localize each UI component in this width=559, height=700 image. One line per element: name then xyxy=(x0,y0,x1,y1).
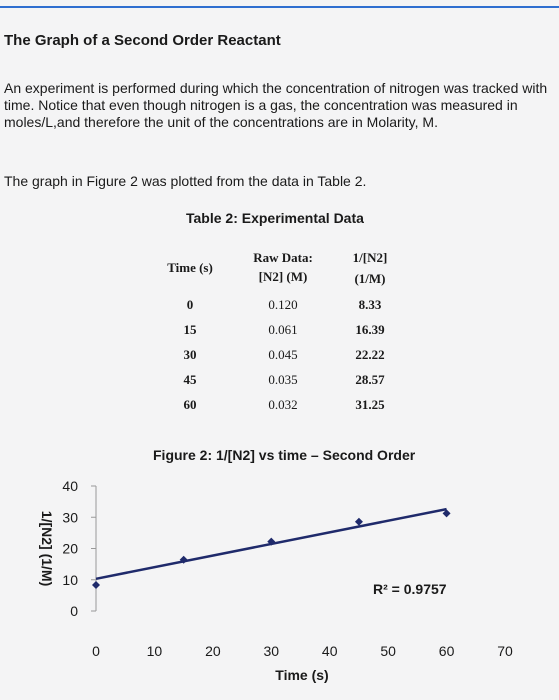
y-tick-label: 0 xyxy=(70,603,78,619)
table-cell-time: 60 xyxy=(183,397,197,412)
table-caption: Table 2: Experimental Data xyxy=(186,210,364,226)
header-raw-line2: [N2] (M) xyxy=(258,269,308,284)
figure-reference-paragraph: The graph in Figure 2 was plotted from t… xyxy=(4,173,367,189)
table-cell-raw: 0.120 xyxy=(268,297,298,312)
table-cell-inverse: 28.57 xyxy=(355,372,385,387)
x-tick-label: 70 xyxy=(497,643,513,659)
header-raw-line1: Raw Data: xyxy=(253,250,313,265)
x-tick-label: 30 xyxy=(263,643,279,659)
header-inv-line1: 1/[N2] xyxy=(352,250,388,265)
data-point xyxy=(92,580,100,589)
experimental-data-table: Time (s) Raw Data: [N2] (M) 1/[N2] (1/M)… xyxy=(167,250,388,412)
table-cell-time: 30 xyxy=(183,347,197,362)
y-tick-label: 20 xyxy=(62,541,78,557)
table-cell-raw: 0.045 xyxy=(268,347,298,362)
y-tick-label: 40 xyxy=(62,478,78,494)
table-cell-time: 15 xyxy=(183,322,197,337)
x-tick-label: 60 xyxy=(439,643,455,659)
y-axis-title: 1/[N2] (1/M) xyxy=(39,511,55,586)
x-axis-title: Time (s) xyxy=(275,667,328,683)
y-tick-label: 30 xyxy=(62,509,78,525)
header-time: Time (s) xyxy=(167,260,213,275)
x-tick-label: 20 xyxy=(205,643,221,659)
table-cell-time: 0 xyxy=(186,297,194,312)
top-rule xyxy=(0,6,559,8)
data-point xyxy=(267,537,276,546)
intro-paragraph: An experiment is performed during which … xyxy=(4,80,548,130)
y-tick-label: 10 xyxy=(62,572,78,588)
table-cell-raw: 0.032 xyxy=(268,397,298,412)
table-cell-inverse: 8.33 xyxy=(358,297,382,312)
table-cell-time: 45 xyxy=(183,372,197,387)
table-cell-raw: 0.061 xyxy=(268,322,298,337)
x-tick-label: 50 xyxy=(380,643,396,659)
r-squared-label: R² = 0.9757 xyxy=(373,581,447,597)
document-title: The Graph of a Second Order Reactant xyxy=(4,32,281,49)
data-point xyxy=(354,517,363,526)
x-tick-label: 0 xyxy=(92,643,100,659)
table-cell-inverse: 16.39 xyxy=(355,322,385,337)
table-cell-inverse: 31.25 xyxy=(355,397,385,412)
table-cell-inverse: 22.22 xyxy=(355,347,385,362)
figure-title: Figure 2: 1/[N2] vs time – Second Order xyxy=(153,447,416,463)
figure-2-chart: 0 10 20 30 40 0 10 20 30 40 50 60 70 Time (s) 1/[N2] (… xyxy=(39,478,513,683)
data-point xyxy=(179,555,188,564)
table-cell-raw: 0.035 xyxy=(268,372,298,387)
header-inv-line2: (1/M) xyxy=(354,271,386,286)
x-tick-label: 40 xyxy=(322,643,338,659)
x-tick-label: 10 xyxy=(147,643,163,659)
data-point xyxy=(442,509,451,518)
